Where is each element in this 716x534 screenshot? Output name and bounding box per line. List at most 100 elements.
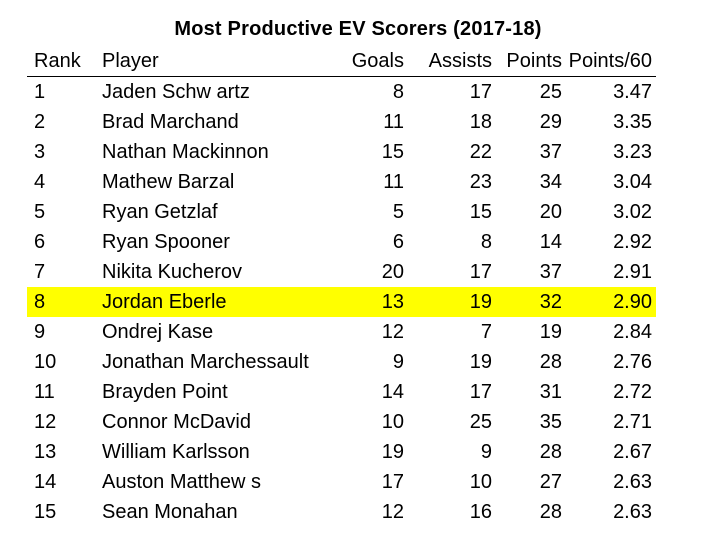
table-row: 3 Nathan Mackinnon 15 22 37 3.23 <box>27 137 656 167</box>
cell-goals: 11 <box>383 111 404 133</box>
table-row: 15 Sean Monahan 12 16 28 2.63 <box>27 497 656 527</box>
cell-points-per-60: 2.63 <box>613 501 652 523</box>
cell-player: Ryan Spooner <box>102 231 230 253</box>
cell-rank: 8 <box>27 287 102 317</box>
cell-rank: 11 <box>34 381 55 403</box>
table-row: 14 Auston Matthew s 17 10 27 2.63 <box>27 467 656 497</box>
cell-points: 25 <box>539 81 562 103</box>
cell-points: 20 <box>539 201 562 223</box>
cell-player: Brayden Point <box>102 381 228 403</box>
cell-player: Nathan Mackinnon <box>102 141 269 163</box>
cell-assists: 7 <box>480 321 492 343</box>
cell-points-per-60: 2.92 <box>613 231 652 253</box>
cell-points: 14 <box>539 231 562 253</box>
cell-goals: 6 <box>392 231 404 253</box>
cell-rank: 13 <box>34 441 57 463</box>
table-body: 1 Jaden Schw artz 8 17 25 3.47 2 Brad Marchand 1… <box>27 77 656 528</box>
cell-player: Jaden Schw artz <box>102 81 250 103</box>
cell-assists: 19 <box>404 287 492 317</box>
table-row: 8 Jordan Eberle 13 19 32 2.90 <box>27 287 656 317</box>
cell-rank: 1 <box>34 81 46 103</box>
cell-goals: 11 <box>383 171 404 193</box>
cell-goals: 15 <box>381 141 404 163</box>
cell-points-per-60: 2.71 <box>613 411 652 433</box>
cell-points: 34 <box>539 171 562 193</box>
table-row: 4 Mathew Barzal 11 23 34 3.04 <box>27 167 656 197</box>
header-row: Rank Player Goals Assists Points Points/… <box>27 46 656 77</box>
cell-player: Sean Monahan <box>102 501 238 523</box>
cell-goals: 9 <box>392 351 404 373</box>
header-rank: Rank <box>34 50 81 72</box>
cell-assists: 25 <box>469 411 492 433</box>
table-row: 7 Nikita Kucherov 20 17 37 2.91 <box>27 257 656 287</box>
table-row: 2 Brad Marchand 11 18 29 3.35 <box>27 107 656 137</box>
header-player: Player <box>102 50 159 72</box>
cell-player: Auston Matthew s <box>102 471 261 493</box>
table-row: 6 Ryan Spooner 6 8 14 2.92 <box>27 227 656 257</box>
cell-points-per-60: 3.47 <box>613 81 652 103</box>
cell-points: 28 <box>539 501 562 523</box>
cell-rank: 2 <box>34 111 46 133</box>
cell-assists: 17 <box>469 381 492 403</box>
cell-points-per-60: 3.04 <box>613 171 652 193</box>
cell-assists: 8 <box>480 231 492 253</box>
cell-player: Nikita Kucherov <box>102 261 243 283</box>
cell-player: Jonathan Marchessault <box>102 351 309 373</box>
cell-rank: 4 <box>34 171 46 193</box>
cell-points: 37 <box>539 261 562 283</box>
cell-points: 28 <box>539 441 562 463</box>
cell-goals: 17 <box>381 471 404 493</box>
cell-points-per-60: 3.02 <box>613 201 652 223</box>
cell-player: Mathew Barzal <box>102 171 235 193</box>
table-row: 5 Ryan Getzlaf 5 15 20 3.02 <box>27 197 656 227</box>
table-header: Rank Player Goals Assists Points Points/… <box>27 46 656 77</box>
cell-assists: 15 <box>469 201 492 223</box>
header-points-per-60: Points/60 <box>568 50 652 72</box>
cell-assists: 16 <box>469 501 492 523</box>
cell-points-per-60: 3.35 <box>613 111 652 133</box>
cell-points: 27 <box>539 471 562 493</box>
cell-assists: 18 <box>469 111 492 133</box>
header-assists: Assists <box>428 50 492 72</box>
cell-assists: 10 <box>469 471 492 493</box>
cell-points-per-60: 3.23 <box>613 141 652 163</box>
cell-points-per-60: 2.67 <box>613 441 652 463</box>
cell-assists: 23 <box>469 171 492 193</box>
cell-rank: 3 <box>34 141 46 163</box>
table-row: 1 Jaden Schw artz 8 17 25 3.47 <box>27 77 656 108</box>
scorers-table: Rank Player Goals Assists Points Points/… <box>27 46 656 527</box>
cell-goals: 19 <box>381 441 404 463</box>
header-goals: Goals <box>351 50 404 72</box>
cell-assists: 17 <box>469 261 492 283</box>
cell-points: 32 <box>492 287 562 317</box>
cell-rank: 12 <box>34 411 57 433</box>
cell-player: Brad Marchand <box>102 111 239 133</box>
table-row: 9 Ondrej Kase 12 7 19 2.84 <box>27 317 656 347</box>
cell-player: Connor McDavid <box>102 411 251 433</box>
cell-goals: 5 <box>392 201 404 223</box>
cell-goals: 12 <box>381 501 404 523</box>
cell-rank: 6 <box>34 231 46 253</box>
table-title: Most Productive EV Scorers (2017-18) <box>174 18 542 40</box>
cell-rank: 7 <box>34 261 46 283</box>
cell-rank: 14 <box>34 471 57 493</box>
cell-player: Ondrej Kase <box>102 321 214 343</box>
table-row: 12 Connor McDavid 10 25 35 2.71 <box>27 407 656 437</box>
cell-assists: 17 <box>469 81 492 103</box>
cell-rank: 9 <box>34 321 46 343</box>
cell-goals: 12 <box>381 321 404 343</box>
cell-player: William Karlsson <box>102 441 250 463</box>
cell-points: 31 <box>539 381 562 403</box>
cell-points-per-60: 2.63 <box>613 471 652 493</box>
cell-goals: 10 <box>381 411 404 433</box>
cell-points-per-60: 2.90 <box>562 287 656 317</box>
cell-points: 19 <box>539 321 562 343</box>
cell-points-per-60: 2.91 <box>613 261 652 283</box>
cell-assists: 19 <box>469 351 492 373</box>
cell-assists: 22 <box>469 141 492 163</box>
cell-goals: 14 <box>381 381 404 403</box>
cell-rank: 10 <box>34 351 57 373</box>
cell-points: 37 <box>539 141 562 163</box>
cell-assists: 9 <box>480 441 492 463</box>
cell-goals: 20 <box>381 261 404 283</box>
